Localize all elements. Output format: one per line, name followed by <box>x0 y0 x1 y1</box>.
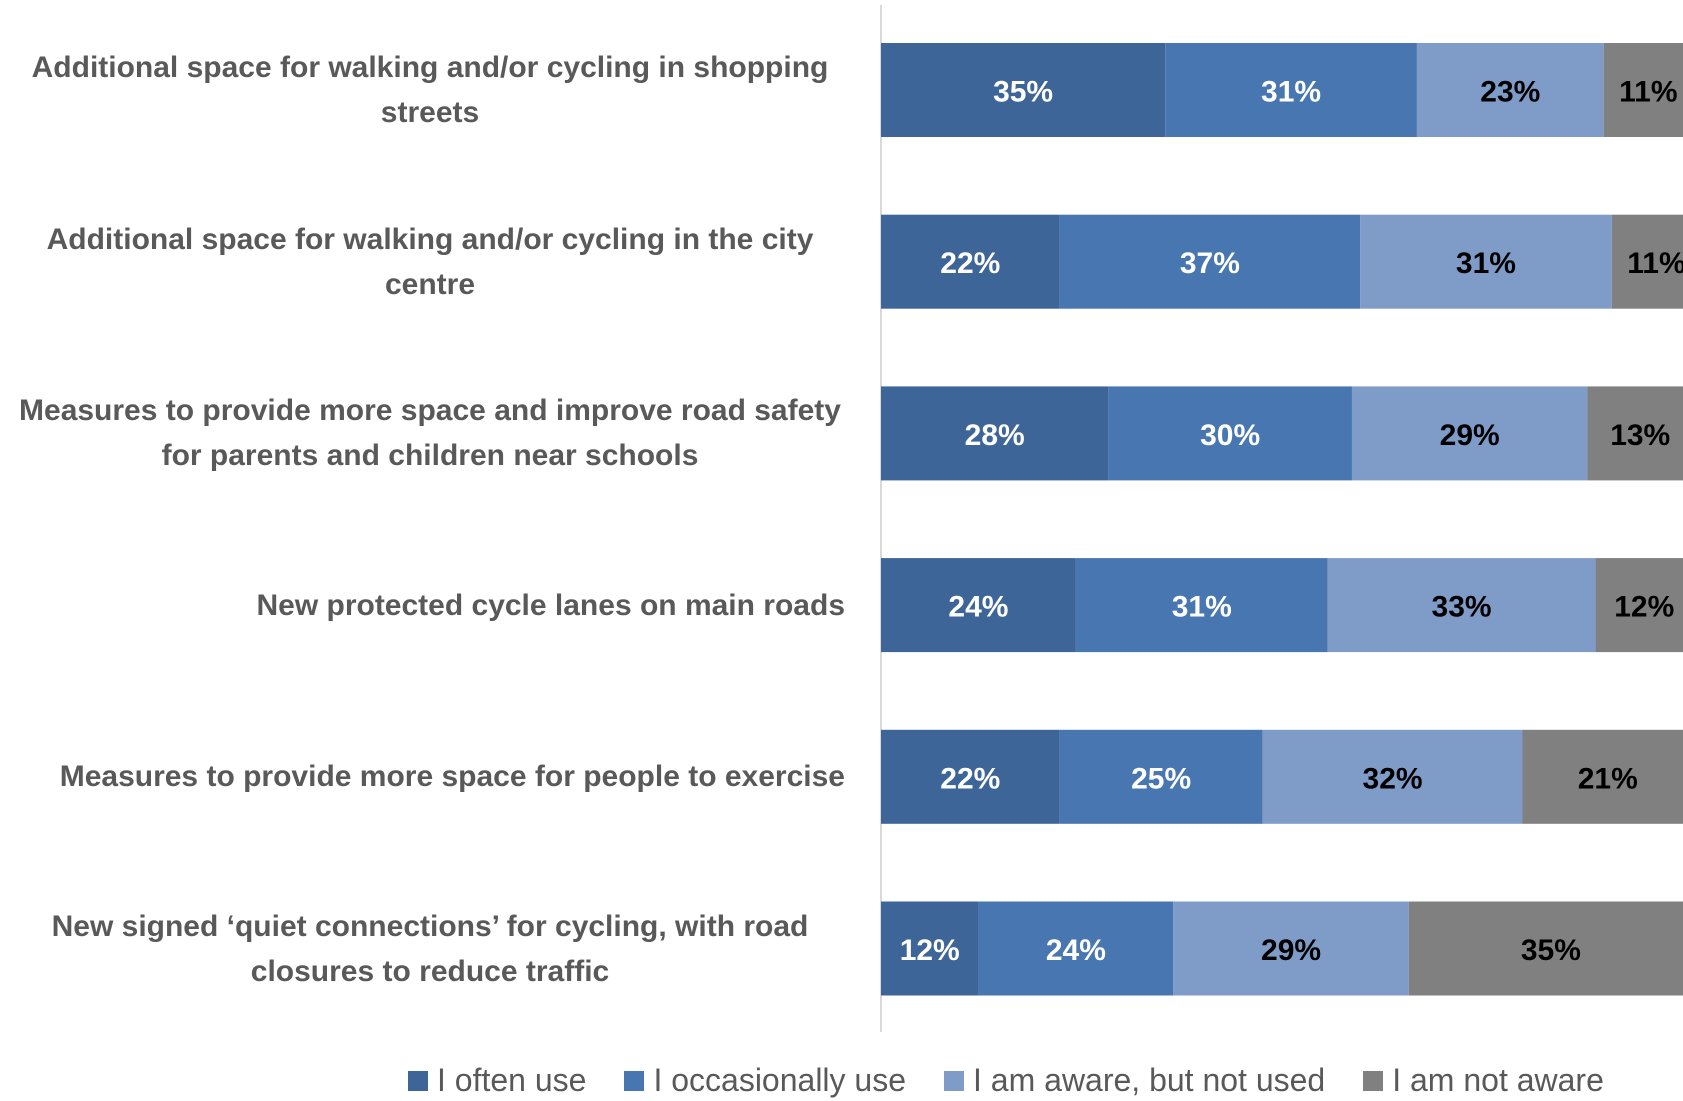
data-label: 35% <box>993 76 1053 109</box>
data-label: 35% <box>1521 934 1581 967</box>
data-label: 31% <box>1172 591 1232 624</box>
category-label: New signed ‘quiet connections’ for cycli… <box>5 899 845 999</box>
category-text: Measures to provide more space for peopl… <box>59 760 845 794</box>
data-label: 22% <box>940 762 1000 795</box>
bar-segment <box>1603 43 1683 137</box>
legend-item: I often use <box>408 1062 586 1099</box>
bar-segment <box>1059 729 1263 824</box>
data-label: 23% <box>1480 76 1540 109</box>
legend-label: I occasionally use <box>653 1062 907 1098</box>
bar-segment <box>1327 558 1596 653</box>
bar-segment <box>978 901 1174 996</box>
data-label: 32% <box>1363 762 1423 795</box>
bar-segment <box>881 43 1166 137</box>
bar-segment <box>881 386 1109 481</box>
bar-segment <box>1262 729 1523 824</box>
legend: I often use I occasionally use I am aware,… <box>408 1062 1604 1099</box>
data-label: 13% <box>1610 419 1670 452</box>
data-label: 24% <box>948 591 1008 624</box>
legend-item: I am not aware <box>1363 1062 1604 1099</box>
data-label: 12% <box>900 934 960 967</box>
bar-segment <box>1075 558 1328 653</box>
bar-segment <box>1173 901 1409 996</box>
data-label: 11% <box>1627 247 1683 280</box>
bar-segment <box>881 901 979 996</box>
category-label: Measures to provide more space for peopl… <box>5 727 845 827</box>
legend-label: I often use <box>437 1062 587 1098</box>
data-label: 25% <box>1131 762 1191 795</box>
data-label: 11% <box>1619 76 1677 109</box>
data-label: 29% <box>1440 419 1500 452</box>
legend-label: I am not aware <box>1392 1062 1604 1098</box>
category-label: Measures to provide more space and impro… <box>5 383 845 483</box>
legend-swatch <box>1363 1070 1384 1091</box>
data-label: 28% <box>965 419 1025 452</box>
legend-swatch <box>408 1070 428 1091</box>
bar-segment <box>1416 43 1604 137</box>
category-text: Additional space for walking and/or cycl… <box>46 222 814 301</box>
bar-segment <box>1595 558 1683 653</box>
bar-segment <box>1587 386 1683 481</box>
category-label: New protected cycle lanes on main roads <box>5 555 845 655</box>
bar-segment <box>1360 214 1612 309</box>
data-label: 21% <box>1578 762 1638 795</box>
bar-segment <box>1611 214 1683 309</box>
legend-label: I am aware, but not used <box>973 1062 1326 1098</box>
bar-segment <box>1165 43 1417 137</box>
bar-segment <box>1408 901 1683 996</box>
category-text: Additional space for walking and/or cycl… <box>31 51 829 129</box>
legend-swatch <box>944 1070 965 1091</box>
bar-segment <box>1522 729 1683 824</box>
legend-swatch <box>624 1070 645 1091</box>
category-label: Additional space for walking and/or cycl… <box>5 212 845 312</box>
bar-segment <box>1351 386 1588 481</box>
bar-segment <box>881 729 1060 824</box>
category-text: New signed ‘quiet connections’ for cycli… <box>51 909 809 988</box>
bar-segment <box>881 558 1076 653</box>
data-label: 12% <box>1614 591 1674 624</box>
legend-item: I occasionally use <box>624 1062 906 1099</box>
data-label: 37% <box>1180 247 1240 280</box>
category-text: Measures to provide more space and impro… <box>19 394 841 473</box>
data-label: 29% <box>1261 934 1321 967</box>
bar-segment <box>1059 214 1361 309</box>
legend-item: I am aware, but not used <box>944 1062 1325 1099</box>
bar-segment <box>881 214 1060 309</box>
data-label: 22% <box>940 247 1000 280</box>
data-label: 33% <box>1432 591 1492 624</box>
category-label: Additional space for walking and/or cycl… <box>5 40 845 140</box>
data-label: 31% <box>1456 247 1516 280</box>
bar-segment <box>1108 386 1352 481</box>
data-label: 24% <box>1046 934 1106 967</box>
category-text: New protected cycle lanes on main roads <box>256 588 845 622</box>
data-label: 30% <box>1200 419 1260 452</box>
data-label: 31% <box>1261 76 1321 109</box>
